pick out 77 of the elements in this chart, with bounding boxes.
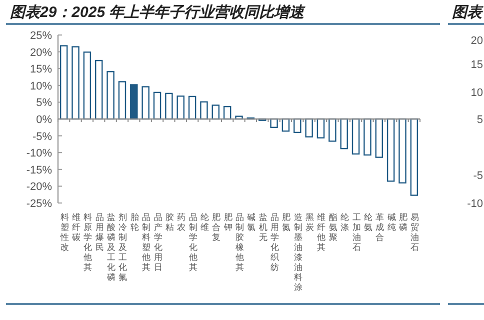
bar — [83, 52, 92, 120]
x-tick-label: 氯碱 — [247, 212, 258, 232]
bar — [316, 118, 325, 138]
x-tick-label: 轮胎 — [130, 212, 140, 232]
text: -5 — [473, 170, 483, 182]
text: 20 — [470, 35, 483, 47]
x-tick-label: 磷化工及磷酸盐 — [106, 212, 118, 282]
x-tick-label: 其他化学原料 — [84, 212, 94, 272]
x-tick-label: 农药 — [177, 212, 188, 232]
x-tick-label: 炭黑 — [306, 212, 316, 232]
y-tick-label: 5% — [36, 97, 52, 110]
bar — [95, 60, 103, 120]
text: 15 — [470, 59, 483, 71]
y-tick-label: -25% — [26, 198, 52, 210]
bar — [364, 118, 372, 156]
bar — [118, 81, 126, 120]
x-tick-label: 日用化学产品 — [154, 212, 164, 272]
x-tick-label: 涂料油漆油墨制造 — [294, 212, 304, 292]
bar — [223, 106, 232, 120]
bar — [106, 71, 114, 120]
x-tick-label: 氟化工及制冷剂 — [118, 212, 129, 282]
x-tick-label: 石油加工 — [352, 212, 362, 252]
x-tick-label: 钾肥 — [222, 212, 234, 232]
y-tick-label: -10% — [26, 148, 52, 160]
x-tick-label: 石油贸易 — [410, 212, 421, 252]
y-tick-label: 20% — [30, 46, 52, 59]
y-tick-label: -20% — [26, 181, 52, 194]
x-tick-label: 合成革 — [376, 212, 386, 242]
y-tick-label: -15% — [26, 164, 52, 176]
x-tick-label: 碳纤维 — [71, 212, 82, 242]
x-tick-label: 改性塑料 — [59, 212, 70, 252]
bar — [176, 96, 184, 120]
bar — [212, 104, 220, 120]
y-tick-label: 25% — [30, 30, 52, 42]
bar — [340, 118, 348, 150]
x-tick-label: 复合肥 — [212, 212, 222, 242]
x-tick-label: 其他纤维 — [317, 212, 328, 252]
x-tick-label: 无机盐 — [258, 212, 269, 242]
bar — [375, 118, 383, 158]
x-tick-label: 纯碱 — [387, 212, 398, 232]
bar — [153, 92, 162, 120]
x-tick-label: 粘胶 — [165, 212, 176, 232]
chart-title: 图表29：2025 年上半年子行业营收同比增速 — [10, 4, 306, 21]
bar — [270, 118, 278, 128]
x-tick-label: 磷肥 — [398, 212, 409, 232]
y-tick-label: 15% — [30, 64, 52, 76]
text: 5 — [476, 114, 483, 126]
text: -10 — [467, 198, 483, 210]
x-tick-label: 氨纶 — [364, 212, 374, 232]
bar — [410, 118, 418, 196]
bar — [398, 118, 406, 184]
x-tick-label: 其他橡胶制品 — [236, 212, 246, 272]
bar — [352, 118, 360, 155]
bar — [60, 45, 68, 120]
bar — [165, 92, 173, 120]
text: 10 — [470, 87, 483, 99]
bar — [142, 86, 150, 120]
bar — [200, 101, 208, 120]
bar — [130, 84, 138, 120]
bar — [188, 96, 196, 120]
bar — [305, 118, 313, 138]
y-tick-label: -5% — [32, 130, 52, 143]
x-tick-label: 其他塑料制品 — [142, 212, 152, 272]
x-tick-label: 聚氨酯 — [328, 212, 339, 242]
x-tick-label: 纺织化学用品 — [270, 212, 281, 272]
x-tick-label: 涤纶 — [340, 212, 351, 232]
x-tick-label: 氮肥 — [282, 212, 292, 232]
x-tick-label: 民爆用品 — [95, 212, 106, 252]
bar — [328, 118, 336, 142]
bar — [294, 118, 302, 134]
x-tick-label: 维纶 — [200, 212, 210, 232]
x-tick-label: 其他化学制品 — [188, 212, 199, 272]
bar — [72, 46, 80, 120]
y-tick-label: 0% — [36, 114, 52, 126]
bar — [386, 118, 395, 182]
y-tick-label: 10% — [30, 80, 52, 92]
text: 图表 — [452, 4, 484, 21]
